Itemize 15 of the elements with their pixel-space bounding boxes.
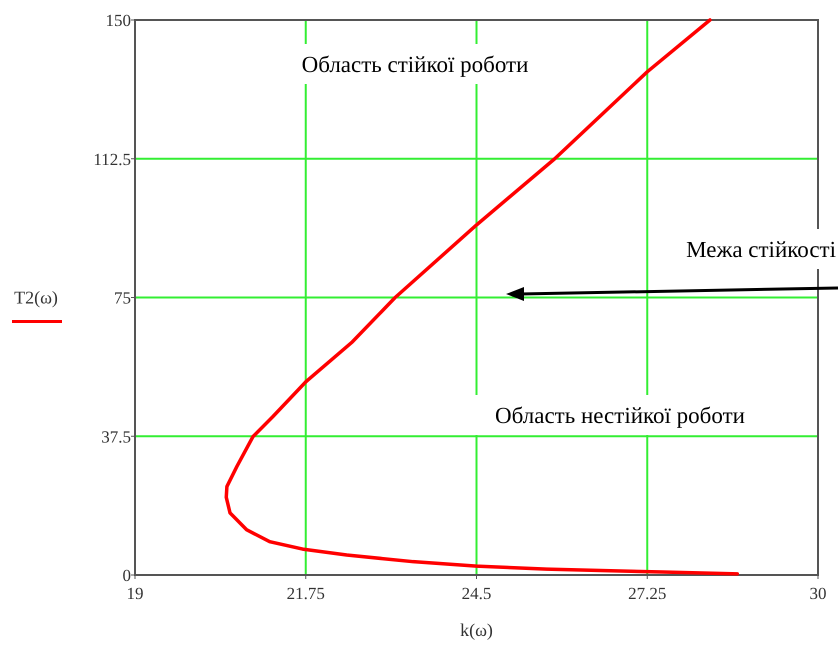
y-tick-label: 150 (106, 11, 131, 30)
x-tick-label: 30 (810, 584, 826, 603)
x-tick-label: 21.75 (286, 584, 325, 603)
x-tick-label: 19 (126, 584, 144, 603)
x-axis-title: k(ω) (460, 620, 493, 640)
y-axis-title: T2(ω) (14, 288, 58, 308)
annotation: Межа стійкості (686, 237, 836, 262)
y-tick-label: 37.5 (101, 427, 131, 446)
y-tick-label: 75 (114, 288, 131, 308)
x-tick-label: 27.25 (628, 584, 666, 603)
annotation: Область стійкої роботи (302, 52, 528, 77)
annotation: Область нестійкої роботи (495, 403, 745, 428)
y-tick-label: 0 (122, 566, 131, 585)
x-tick-label: 24.5 (462, 584, 492, 603)
y-tick-label: 112.5 (93, 150, 131, 169)
